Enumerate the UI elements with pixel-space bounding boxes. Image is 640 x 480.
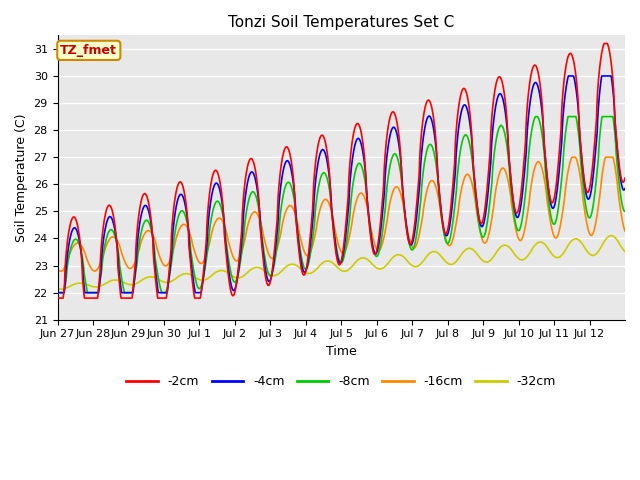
-8cm — [316, 179, 323, 184]
-4cm — [326, 185, 334, 191]
Line: -2cm: -2cm — [58, 44, 625, 298]
-32cm — [327, 259, 335, 264]
X-axis label: Time: Time — [326, 345, 356, 358]
Y-axis label: Soil Temperature (C): Soil Temperature (C) — [15, 113, 28, 242]
-8cm — [532, 114, 540, 120]
-4cm — [558, 128, 566, 133]
-32cm — [316, 263, 324, 268]
-32cm — [614, 239, 622, 245]
-16cm — [621, 228, 629, 234]
-8cm — [614, 169, 622, 175]
-32cm — [143, 275, 150, 280]
Text: TZ_fmet: TZ_fmet — [60, 44, 117, 57]
-4cm — [614, 155, 622, 160]
-16cm — [54, 268, 61, 274]
-8cm — [54, 290, 61, 296]
Line: -4cm: -4cm — [58, 76, 625, 293]
-16cm — [475, 223, 483, 228]
-4cm — [143, 203, 150, 209]
-2cm — [54, 295, 61, 301]
-2cm — [316, 136, 323, 142]
-32cm — [607, 233, 615, 239]
-2cm — [558, 100, 566, 106]
-8cm — [559, 167, 566, 173]
-2cm — [326, 186, 334, 192]
-16cm — [316, 208, 323, 214]
-4cm — [621, 186, 629, 192]
-32cm — [54, 286, 61, 292]
-2cm — [614, 151, 622, 157]
-8cm — [475, 221, 483, 227]
-32cm — [56, 287, 64, 292]
-2cm — [600, 41, 608, 47]
-16cm — [558, 212, 566, 218]
-16cm — [568, 155, 576, 160]
-2cm — [621, 175, 629, 181]
-4cm — [316, 153, 323, 158]
-8cm — [326, 192, 334, 198]
Line: -16cm: -16cm — [58, 157, 625, 271]
-4cm — [564, 73, 572, 79]
-16cm — [326, 204, 334, 210]
-4cm — [54, 290, 61, 296]
Title: Tonzi Soil Temperatures Set C: Tonzi Soil Temperatures Set C — [228, 15, 454, 30]
-32cm — [559, 252, 566, 257]
-16cm — [143, 229, 150, 235]
-2cm — [475, 215, 483, 221]
Legend: -2cm, -4cm, -8cm, -16cm, -32cm: -2cm, -4cm, -8cm, -16cm, -32cm — [122, 370, 561, 393]
-4cm — [475, 215, 483, 221]
Line: -32cm: -32cm — [58, 236, 625, 289]
-2cm — [143, 192, 150, 198]
-32cm — [476, 254, 483, 260]
Line: -8cm: -8cm — [58, 117, 625, 293]
-32cm — [621, 249, 629, 254]
-8cm — [143, 217, 150, 223]
-8cm — [621, 208, 629, 214]
-16cm — [614, 188, 622, 194]
